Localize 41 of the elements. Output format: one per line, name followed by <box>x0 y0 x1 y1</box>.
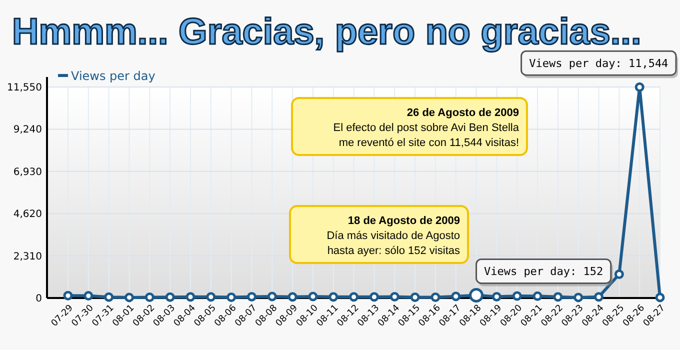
point <box>124 292 134 302</box>
y-tick-label: 2,310 <box>13 251 42 262</box>
annotation: Views per day: 11,544 <box>529 56 669 70</box>
annotation: 18 de Agosto de 2009 Día más visitado de Agosto hasta ayer: sólo 152 visitas <box>326 214 460 257</box>
point <box>63 290 73 300</box>
chart-title: Hmmm... Gracias, pero no gracias... <box>12 11 642 52</box>
point <box>308 292 318 302</box>
point <box>492 292 502 302</box>
point <box>410 292 420 302</box>
point <box>451 292 461 302</box>
y-tick-label: 11,550 <box>7 82 42 94</box>
point <box>594 292 604 302</box>
point <box>144 292 154 302</box>
point <box>574 292 584 302</box>
point <box>553 292 563 302</box>
point <box>634 82 644 92</box>
point <box>614 270 624 279</box>
point <box>349 292 359 302</box>
point <box>104 292 114 302</box>
annotation: Views per day: 152 <box>484 265 604 278</box>
point <box>226 292 236 302</box>
y-tick-label: 6,930 <box>13 166 42 178</box>
point <box>512 291 522 301</box>
point <box>328 292 338 302</box>
point <box>84 291 94 301</box>
y-tick-label: 4,620 <box>13 209 42 220</box>
point <box>267 292 277 302</box>
point <box>532 291 542 301</box>
point <box>390 292 400 302</box>
point <box>246 292 256 302</box>
y-tick-label: 0 <box>36 294 42 304</box>
point <box>165 292 175 302</box>
point <box>206 292 216 302</box>
legend-label: Views per day <box>71 69 156 84</box>
point <box>655 292 665 302</box>
point <box>288 292 298 302</box>
point <box>186 292 196 302</box>
point <box>369 292 379 302</box>
y-tick-label: 9,240 <box>13 124 42 136</box>
point <box>430 292 440 302</box>
annotation: 26 de Agosto de 2009 El efecto del post sobre Avi Ben Stella me reventó el site con 11,544 visitas! <box>333 106 520 149</box>
